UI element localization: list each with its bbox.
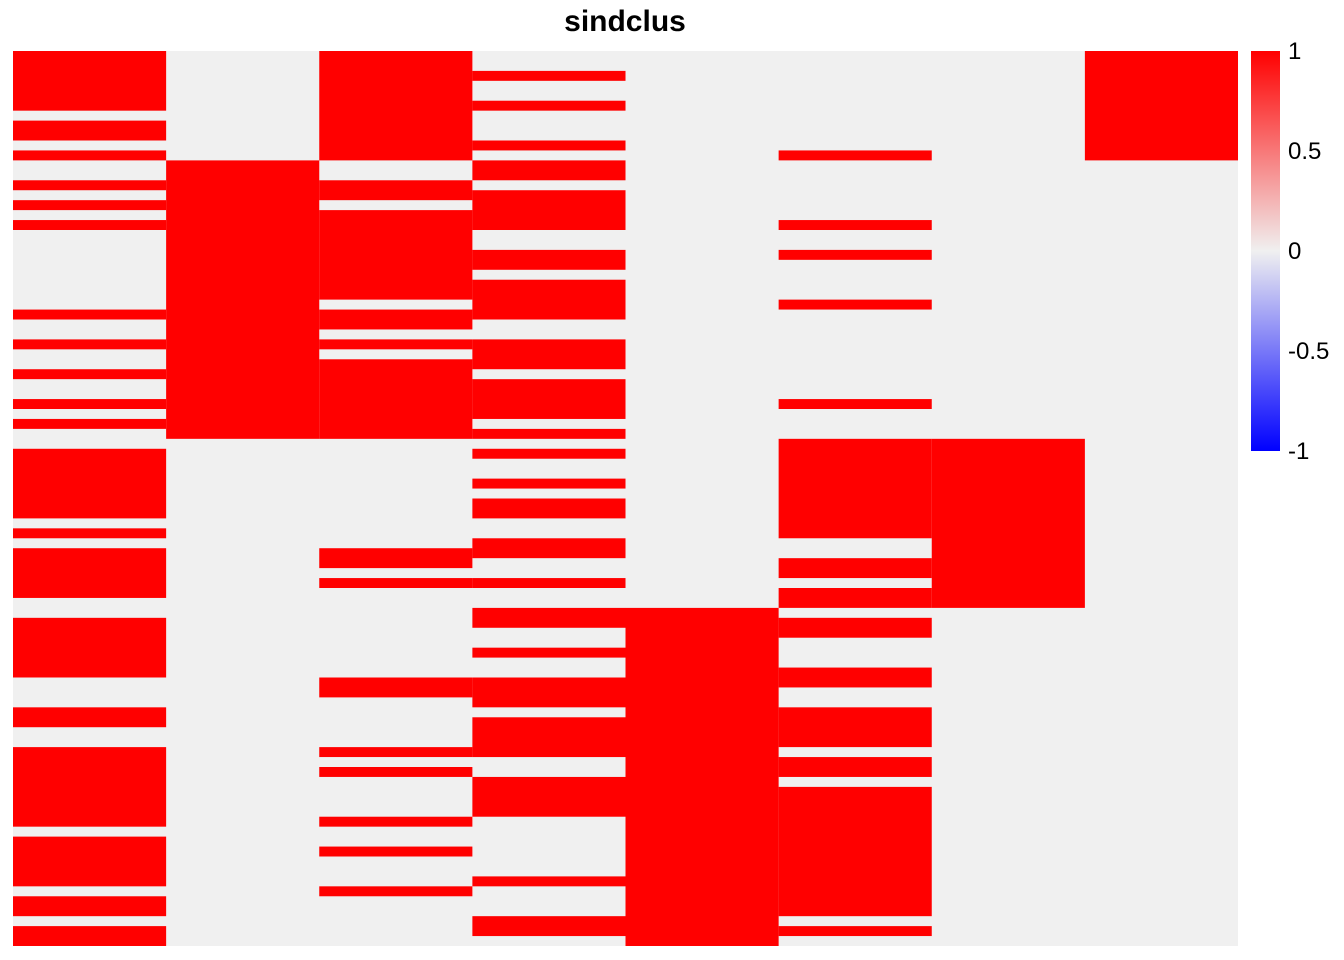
heatmap-cell-block xyxy=(472,916,626,937)
heatmap-cell-block xyxy=(13,120,167,141)
heatmap-cell-block xyxy=(13,369,167,380)
heatmap-cell-block xyxy=(13,418,167,429)
legend-tick-label: -0.5 xyxy=(1288,338,1329,365)
heatmap-cell-block xyxy=(778,150,932,161)
heatmap-cell-block xyxy=(13,617,167,678)
heatmap-cell-block xyxy=(472,379,626,419)
heatmap-cell-block xyxy=(778,249,932,260)
legend-tick-label: 1 xyxy=(1288,38,1301,65)
heatmap-cell-block xyxy=(931,438,1085,608)
heatmap-cell-block xyxy=(319,210,473,300)
heatmap-cell-block xyxy=(319,359,473,439)
heatmap-cell-block xyxy=(13,528,167,539)
heatmap-cell-block xyxy=(625,607,779,946)
heatmap-cell-block xyxy=(319,816,473,827)
heatmap-cell-block xyxy=(472,100,626,111)
heatmap-cell-block xyxy=(472,717,626,758)
heatmap-cell-block xyxy=(13,707,167,728)
heatmap-cell-block xyxy=(319,51,473,161)
heatmap-cell-block xyxy=(778,667,932,688)
heatmap-cell-block xyxy=(472,339,626,370)
heatmap-cell-block xyxy=(472,647,626,658)
heatmap-cell-block xyxy=(13,896,167,917)
legend-ticks: 1 0.5 0 -0.5 -1 xyxy=(1288,38,1329,465)
legend-tick-label: 0 xyxy=(1288,238,1301,265)
heatmap-cell-block xyxy=(13,548,167,598)
heatmap-cell-block xyxy=(13,220,167,230)
heatmap-cell-block xyxy=(778,399,932,409)
heatmap-cell-block xyxy=(778,707,932,748)
heatmap-cell-block xyxy=(778,786,932,917)
heatmap-cell-block xyxy=(319,677,473,698)
heatmap-cell-block xyxy=(13,51,167,111)
heatmap-cell-block xyxy=(319,846,473,857)
heatmap-cell-block xyxy=(778,220,932,230)
heatmap-cell-block xyxy=(778,299,932,310)
heatmap-cell-block xyxy=(472,160,626,181)
heatmap-cell-block xyxy=(472,448,626,459)
heatmap-cell-block xyxy=(472,677,626,708)
heatmap-cell-block xyxy=(13,339,167,350)
heatmap-cell-block xyxy=(472,249,626,270)
legend-tick-label: -1 xyxy=(1288,438,1309,465)
heatmap-cell-block xyxy=(13,747,167,827)
heatmap-cell-block xyxy=(13,926,167,946)
heatmap-cell-block xyxy=(166,160,320,439)
heatmap-cell-block xyxy=(13,200,167,211)
heatmap-cell-block xyxy=(319,309,473,330)
heatmap-cell-block xyxy=(472,279,626,320)
legend-colorbar xyxy=(1251,51,1280,451)
heatmap-cell-block xyxy=(13,399,167,409)
heatmap-cell-block xyxy=(778,558,932,579)
heatmap-cell-block xyxy=(472,876,626,887)
heatmap-cell-block xyxy=(319,747,473,758)
chart-title: sindclus xyxy=(564,5,686,38)
heatmap-cell-block xyxy=(319,339,473,350)
heatmap-cell-block xyxy=(472,478,626,489)
heatmap-cell-block xyxy=(319,886,473,897)
heatmap-cell-block xyxy=(778,617,932,638)
heatmap-cell-block xyxy=(319,578,473,588)
heatmap-cell-block xyxy=(13,836,167,887)
heatmap-cell-block xyxy=(13,309,167,320)
heatmap-cell-block xyxy=(1084,51,1239,161)
heatmap-cell-block xyxy=(472,578,626,588)
heatmap-cell-block xyxy=(778,438,932,539)
heatmap-cell-block xyxy=(13,150,167,161)
heatmap-cell-block xyxy=(778,926,932,937)
heatmap-cell-block xyxy=(13,448,167,519)
legend-tick-label: 0.5 xyxy=(1288,138,1321,165)
heatmap-cell-block xyxy=(13,180,167,191)
heatmap-cell-block xyxy=(472,428,626,439)
heatmap-cell-block xyxy=(472,140,626,151)
heatmap-cell-block xyxy=(319,180,473,201)
heatmap-cell-block xyxy=(319,767,473,777)
heatmap-cell-block xyxy=(472,70,626,81)
heatmap-cell-block xyxy=(472,607,626,628)
heatmap-cell-block xyxy=(472,498,626,519)
heatmap-cells xyxy=(13,51,1239,946)
heatmap-cell-block xyxy=(778,588,932,608)
heatmap-cell-block xyxy=(472,190,626,230)
heatmap-cell-block xyxy=(472,538,626,559)
heatmap-cell-block xyxy=(319,548,473,569)
heatmap-cell-block xyxy=(472,776,626,817)
heatmap-cell-block xyxy=(778,757,932,777)
